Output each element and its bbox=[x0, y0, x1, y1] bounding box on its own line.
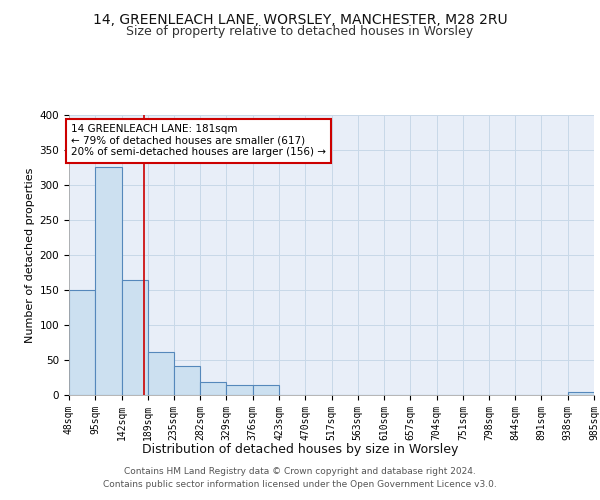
Text: 14 GREENLEACH LANE: 181sqm
← 79% of detached houses are smaller (617)
20% of sem: 14 GREENLEACH LANE: 181sqm ← 79% of deta… bbox=[71, 124, 326, 158]
Bar bbox=[174, 366, 200, 395]
Bar bbox=[148, 352, 174, 395]
Bar bbox=[95, 168, 122, 395]
Bar bbox=[568, 392, 594, 395]
Bar bbox=[253, 385, 279, 395]
Text: Size of property relative to detached houses in Worsley: Size of property relative to detached ho… bbox=[127, 25, 473, 38]
Bar bbox=[69, 290, 95, 395]
Bar bbox=[122, 280, 148, 395]
Y-axis label: Number of detached properties: Number of detached properties bbox=[25, 168, 35, 342]
Text: Contains HM Land Registry data © Crown copyright and database right 2024.: Contains HM Land Registry data © Crown c… bbox=[124, 467, 476, 476]
Bar bbox=[200, 382, 226, 395]
Text: 14, GREENLEACH LANE, WORSLEY, MANCHESTER, M28 2RU: 14, GREENLEACH LANE, WORSLEY, MANCHESTER… bbox=[92, 12, 508, 26]
Bar bbox=[226, 384, 253, 395]
Text: Distribution of detached houses by size in Worsley: Distribution of detached houses by size … bbox=[142, 442, 458, 456]
Text: Contains public sector information licensed under the Open Government Licence v3: Contains public sector information licen… bbox=[103, 480, 497, 489]
